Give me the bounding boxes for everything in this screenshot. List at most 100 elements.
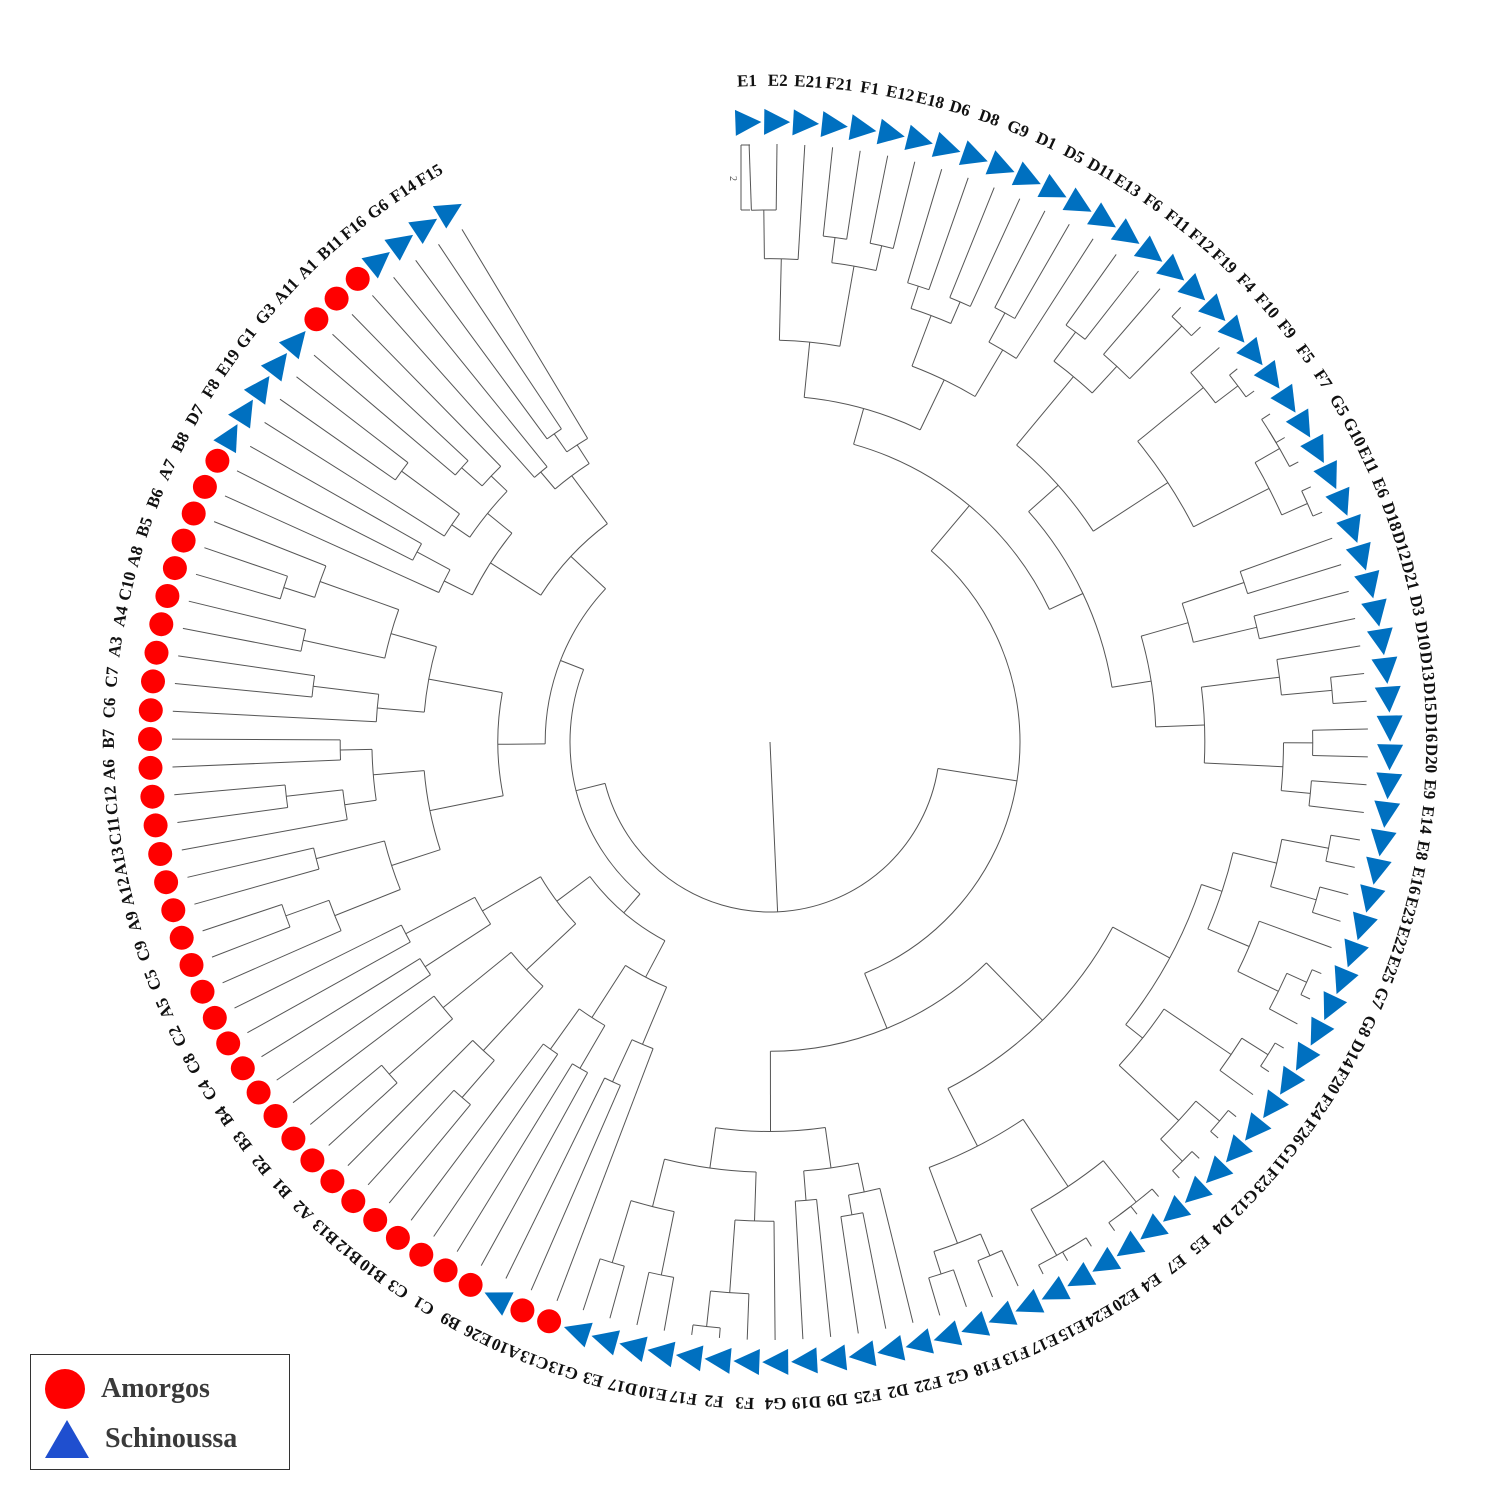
branch-arc-230 (589, 876, 666, 942)
blue-triangle-marker (1374, 800, 1401, 828)
branch-arc-99 (1276, 659, 1282, 696)
blue-triangle-marker (260, 353, 288, 382)
branch-line-60 (1171, 307, 1182, 317)
blue-triangle-marker (408, 218, 438, 245)
branch-line-245 (456, 1063, 573, 1252)
blue-triangle-marker (762, 1348, 789, 1375)
branch-line-182 (980, 1233, 991, 1256)
blue-triangle-marker (1015, 1288, 1045, 1313)
branch-arc-87 (1181, 603, 1194, 643)
blue-triangle-marker (1217, 314, 1245, 343)
branch-line-178 (1062, 1251, 1069, 1261)
leaf-label: C5 (140, 967, 165, 993)
branch-arc-311 (423, 646, 437, 713)
blue-triangle-marker (1253, 359, 1280, 389)
red-circle-marker (230, 1056, 255, 1081)
blue-triangle-marker (361, 252, 390, 279)
leaf-label: D4 (1208, 1210, 1237, 1238)
blue-triangle-marker (1325, 486, 1350, 516)
branch-line-260 (347, 1040, 474, 1166)
branch-line-348 (401, 470, 460, 515)
branch-line-42 (994, 210, 1046, 308)
blue-triangle-marker (1366, 627, 1393, 656)
leaf-label: E2 (768, 71, 788, 90)
branch-line-61 (1191, 326, 1201, 337)
branch-line-157 (1210, 1131, 1219, 1139)
branch-arc-163 (928, 1118, 1024, 1168)
leaf-label: D13 (1416, 651, 1438, 682)
branch-line-252 (526, 923, 577, 971)
red-circle-marker (537, 1309, 562, 1334)
branch-line-162 (947, 1088, 978, 1147)
leaf-label: E26 (461, 1321, 495, 1351)
blue-triangle-marker (1133, 235, 1163, 262)
branch-line-357 (332, 333, 469, 462)
branch-arc-63 (1137, 440, 1194, 528)
branch-arc-368 (546, 428, 562, 440)
branch-line-21 (846, 150, 861, 240)
branch-line-36 (949, 187, 995, 298)
branch-line-9 (778, 258, 782, 341)
branch-line-315 (313, 685, 379, 695)
leaf-label: G3 (251, 300, 280, 329)
leaf-label: F5 (1292, 340, 1318, 366)
leaf-label: E11 (1354, 443, 1383, 476)
blue-triangle-marker (904, 124, 933, 150)
branch-line-259 (367, 1089, 455, 1186)
leaf-label: A2 (289, 1197, 317, 1225)
branch-arc-290 (281, 904, 291, 928)
blue-triangle-marker (933, 1320, 963, 1346)
blue-triangle-marker (1374, 685, 1401, 713)
branch-line-24 (869, 155, 889, 244)
branch-arc-255 (472, 1040, 495, 1061)
branch-line-301 (181, 819, 348, 851)
red-circle-marker (155, 584, 180, 608)
branch-line-205 (709, 1127, 717, 1169)
blue-triangle-marker (961, 1311, 991, 1336)
branch-arc-81 (1301, 490, 1314, 517)
branch-line-184 (1001, 1250, 1019, 1287)
branch-line-79 (1289, 461, 1299, 467)
branch-line-135 (1259, 920, 1332, 949)
leaf-label: B3 (229, 1127, 256, 1154)
branch-line-58 (1129, 325, 1183, 380)
branch-line-244 (480, 1072, 589, 1266)
blue-triangle-marker (1360, 884, 1386, 913)
branch-line-53 (1065, 254, 1117, 326)
branch-arc-206 (664, 1158, 757, 1173)
blue-triangle-marker (1062, 187, 1092, 212)
branch-line-179 (1038, 1264, 1044, 1275)
leaf-label: E9 (1420, 779, 1440, 800)
branch-line-221 (663, 1277, 675, 1331)
branch-line-28 (911, 315, 932, 367)
branch-line-256 (461, 1060, 495, 1098)
branch-line-128 (1325, 860, 1355, 868)
branch-line-358 (351, 314, 502, 467)
leaf-label: F17 (668, 1387, 698, 1409)
branch-line-308 (172, 759, 341, 768)
blue-triangle-marker (213, 424, 238, 454)
branch-line-173 (1030, 1209, 1058, 1256)
red-circle-marker (385, 1225, 410, 1250)
leaf-label: D20 (1422, 744, 1442, 774)
leaf-label: C6 (99, 697, 119, 719)
branch-line-51 (1053, 331, 1077, 362)
branch-line-5 (853, 408, 865, 445)
branch-arc-224 (599, 1258, 625, 1267)
branch-line-225 (609, 1265, 625, 1319)
branch-line-92 (1193, 626, 1257, 643)
leaf-label: B5 (132, 515, 156, 540)
branch-line-132 (1312, 911, 1341, 922)
branch-line-43 (1014, 224, 1070, 319)
branch-line-240 (591, 965, 626, 1018)
branch-arc-198 (840, 1212, 863, 1218)
branch-arc-243 (572, 1063, 588, 1074)
branch-line-341 (236, 470, 413, 561)
leaf-label: E4 (1137, 1269, 1165, 1296)
branch-line-82 (1301, 486, 1312, 492)
blue-triangle-marker (1280, 1065, 1306, 1095)
leaf-label: C10 (114, 570, 139, 603)
leaf-label: E6 (1368, 475, 1393, 501)
blue-triangle-marker (876, 118, 905, 145)
branch-arc-275 (400, 924, 411, 943)
